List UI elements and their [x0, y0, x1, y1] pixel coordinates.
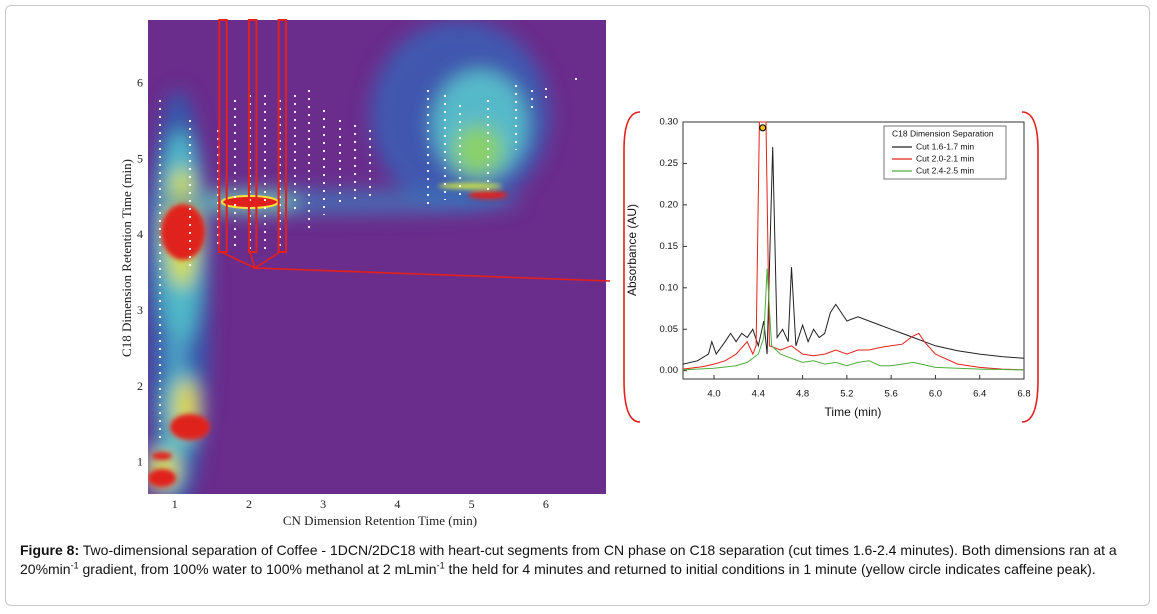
- caption: Figure 8: Two-dimensional separation of …: [20, 541, 1145, 579]
- x-axis-title: CN Dimension Retention Time (min): [283, 513, 477, 528]
- heatmap: [148, 20, 606, 494]
- caffeine-marker: [759, 124, 767, 132]
- caption-text: gradient, from 100% water to 100% methan…: [78, 561, 437, 577]
- x-tick-label: 4.0: [707, 389, 720, 400]
- legend-title: C18 Dimension Separation: [892, 128, 994, 138]
- superscript: -1: [70, 560, 79, 571]
- caption-text: the held for 4 minutes and returned to i…: [444, 561, 1096, 577]
- x-tick-label: 5: [469, 497, 475, 511]
- cut-box: [277, 19, 288, 253]
- series-line: [682, 268, 1025, 371]
- superscript: -1: [436, 560, 445, 571]
- y-tick-label: 0.05: [660, 324, 679, 335]
- y-tick-label: 6: [137, 75, 143, 89]
- series-line: [682, 146, 1025, 365]
- legend-label: Cut 1.6-1.7 min: [916, 141, 974, 151]
- y-tick-label: 4: [137, 227, 143, 241]
- x-tick-label: 4.4: [752, 389, 765, 400]
- x-tick-label: 4.8: [796, 389, 809, 400]
- caption-text: Two-dimensional separation of Coffee - 1…: [20, 542, 1117, 577]
- cut-box: [218, 19, 228, 253]
- caption-label: Figure 8:: [20, 542, 80, 558]
- plot-frame: [682, 121, 1025, 380]
- y-tick-label: 0.30: [660, 117, 679, 128]
- cut-connector: [220, 111, 1039, 423]
- x-axis-title: Time (min): [825, 405, 882, 419]
- x-tick-label: 3: [320, 497, 326, 511]
- y-tick-label: 5: [137, 151, 143, 165]
- x-tick-label: 1: [172, 497, 178, 511]
- x-tick-label: 6.4: [973, 389, 986, 400]
- x-tick-label: 6.0: [929, 389, 942, 400]
- x-tick-label: 2: [246, 497, 252, 511]
- x-tick-label: 6.8: [1017, 389, 1030, 400]
- x-tick-label: 4: [394, 497, 400, 511]
- y-axis-title: Absorbance (AU): [625, 204, 639, 296]
- y-tick-label: 0.15: [660, 241, 679, 252]
- y-tick-label: 0.10: [660, 282, 679, 293]
- series-line: [682, 121, 1025, 371]
- y-axis-title: C18 Dimension Retention Time (min): [119, 159, 134, 357]
- y-tick-label: 0.00: [660, 365, 679, 376]
- y-tick-label: 0.20: [660, 199, 679, 210]
- legend: [883, 125, 1007, 180]
- x-tick-label: 5.2: [840, 389, 853, 400]
- y-tick-label: 3: [137, 303, 143, 317]
- legend-label: Cut 2.0-2.1 min: [916, 153, 974, 163]
- x-tick-label: 5.6: [885, 389, 898, 400]
- x-tick-label: 6: [543, 497, 549, 511]
- y-tick-label: 1: [137, 455, 143, 469]
- legend-label: Cut 2.4-2.5 min: [916, 165, 974, 175]
- y-tick-label: 2: [137, 379, 143, 393]
- y-tick-label: 0.25: [660, 158, 679, 169]
- figure-frame: [5, 5, 1150, 606]
- cut-box: [247, 19, 258, 253]
